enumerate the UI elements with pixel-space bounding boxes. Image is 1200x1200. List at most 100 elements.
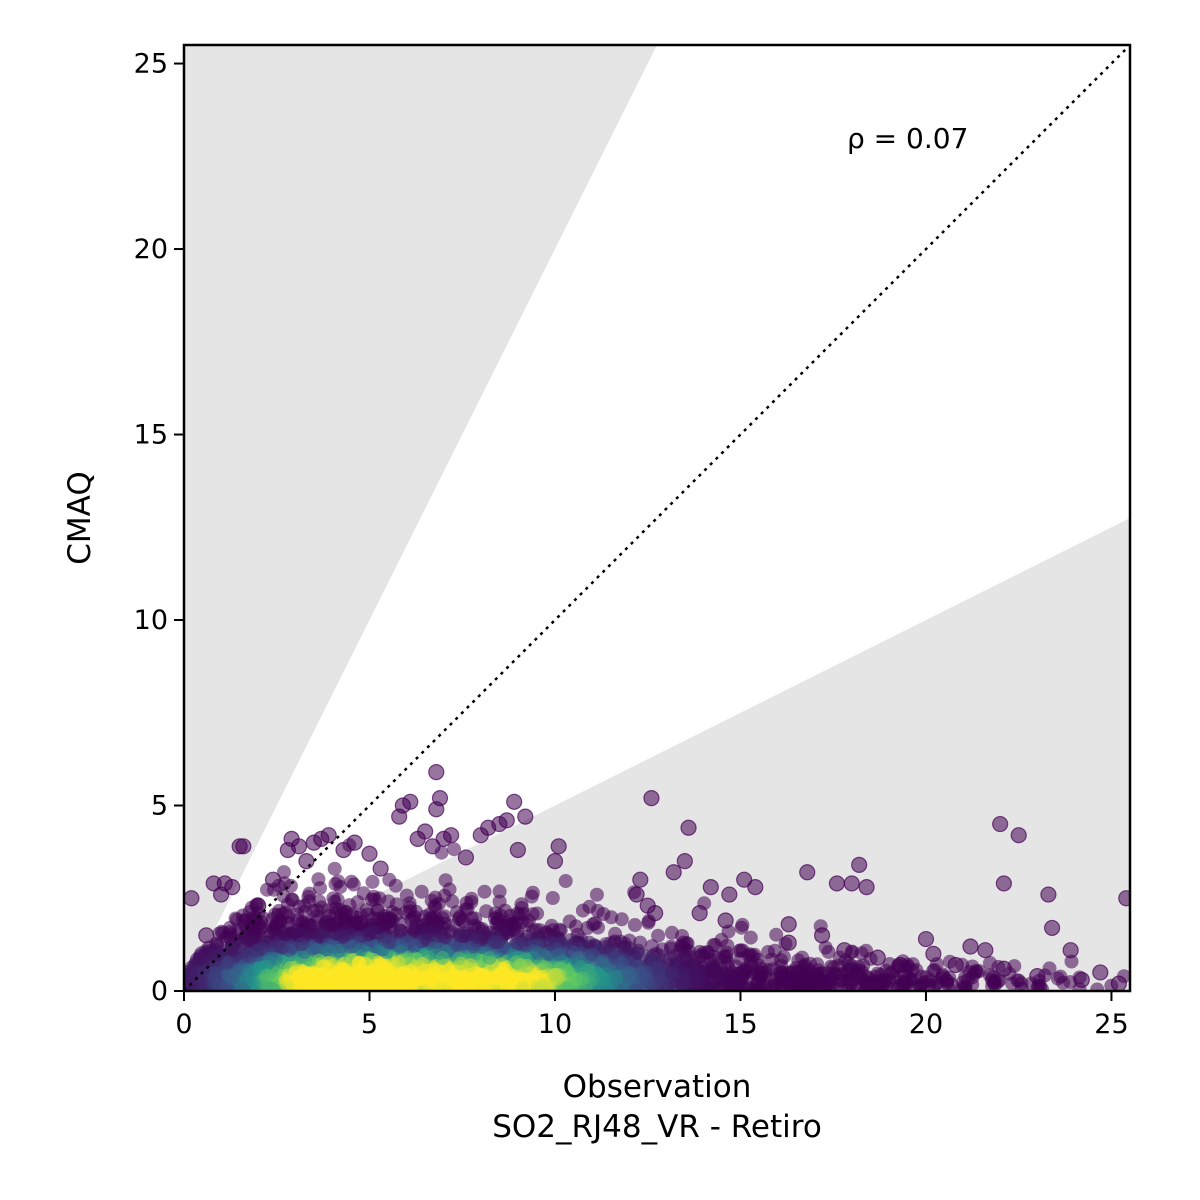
density-point	[854, 946, 869, 961]
density-point	[435, 951, 450, 965]
y-axis: 0 5 10 15 20 25	[134, 49, 184, 1007]
data-point	[428, 764, 445, 781]
density-point	[665, 966, 680, 981]
density-point	[276, 889, 291, 904]
density-point	[290, 913, 305, 928]
density-point	[194, 952, 209, 967]
density-point	[316, 980, 331, 991]
data-point	[869, 949, 886, 966]
density-point	[502, 914, 517, 929]
data-point	[836, 942, 853, 959]
data-point	[298, 853, 315, 870]
data-point	[417, 823, 434, 840]
density-point	[231, 926, 246, 941]
data-point	[264, 871, 282, 888]
data-point	[828, 875, 846, 892]
density-point	[589, 887, 604, 902]
density-point	[833, 982, 848, 991]
data-point	[1043, 919, 1061, 937]
density-point	[665, 925, 679, 940]
density-point	[491, 935, 506, 950]
density-point	[301, 889, 316, 904]
density-point	[477, 884, 492, 899]
density-point	[883, 966, 897, 981]
density-point	[773, 965, 788, 980]
density-point	[307, 969, 322, 983]
data-point	[851, 856, 868, 873]
density-point	[343, 939, 357, 954]
data-point	[858, 879, 875, 896]
density-point	[381, 935, 396, 949]
density-point	[623, 941, 637, 956]
density-point	[394, 939, 409, 954]
x-axis: 0 5 10 15 20 25	[175, 991, 1129, 1040]
data-point	[736, 871, 753, 888]
density-point	[511, 936, 525, 951]
density-point	[249, 943, 264, 958]
upper-band	[184, 45, 657, 991]
density-point	[346, 877, 361, 892]
lower-band	[184, 518, 1130, 991]
data-point	[676, 853, 693, 870]
density-layer	[184, 838, 1130, 991]
density-point	[313, 881, 327, 896]
density-point	[377, 909, 392, 923]
density-point	[718, 950, 733, 965]
data-point	[290, 838, 308, 855]
density-point	[513, 958, 528, 973]
correlation-annotation: ρ = 0.07	[847, 122, 968, 155]
density-point	[419, 926, 434, 941]
data-point	[1040, 886, 1057, 903]
density-point	[365, 892, 379, 907]
density-point	[360, 971, 375, 986]
density-point	[545, 891, 560, 905]
density-point	[547, 968, 562, 982]
density-point	[322, 909, 337, 923]
x-axis-sublabel: SO2_RJ48_VR - Retiro	[492, 1109, 822, 1145]
density-point	[389, 897, 404, 912]
density-point	[435, 911, 450, 926]
density-point	[535, 979, 550, 991]
x-tick-label: 20	[909, 1009, 943, 1040]
density-point	[720, 938, 735, 953]
density-point	[326, 891, 341, 906]
data-point	[799, 864, 816, 881]
density-point	[288, 965, 303, 980]
points-layer	[184, 764, 1130, 991]
data-point	[457, 849, 475, 866]
density-point	[443, 924, 458, 939]
data-point	[509, 841, 526, 859]
density-point	[505, 971, 520, 986]
density-point	[823, 981, 838, 991]
density-point	[332, 962, 347, 977]
data-point	[747, 879, 764, 896]
x-tick-label: 5	[361, 1009, 378, 1040]
density-point	[891, 980, 906, 991]
density-point	[676, 967, 691, 982]
data-point	[250, 897, 267, 914]
data-point	[498, 812, 515, 829]
density-point	[628, 983, 643, 991]
density-point	[679, 952, 694, 967]
data-point	[1110, 975, 1127, 991]
density-point	[259, 979, 274, 991]
density-point	[220, 955, 235, 970]
density-point	[490, 911, 505, 926]
density-point	[330, 976, 345, 991]
density-point	[414, 884, 429, 899]
density-point	[447, 842, 461, 857]
data-point	[372, 860, 389, 877]
density-point	[236, 983, 251, 991]
data-point	[1092, 964, 1109, 981]
density-point	[614, 912, 629, 927]
density-point	[464, 972, 479, 987]
density-point	[609, 971, 624, 986]
density-point	[735, 917, 750, 932]
density-point	[751, 973, 766, 988]
density-point	[544, 918, 559, 933]
data-point	[1010, 827, 1027, 844]
density-point	[652, 971, 667, 986]
density-point	[316, 959, 331, 974]
density-point	[207, 948, 222, 963]
density-point	[909, 963, 924, 977]
